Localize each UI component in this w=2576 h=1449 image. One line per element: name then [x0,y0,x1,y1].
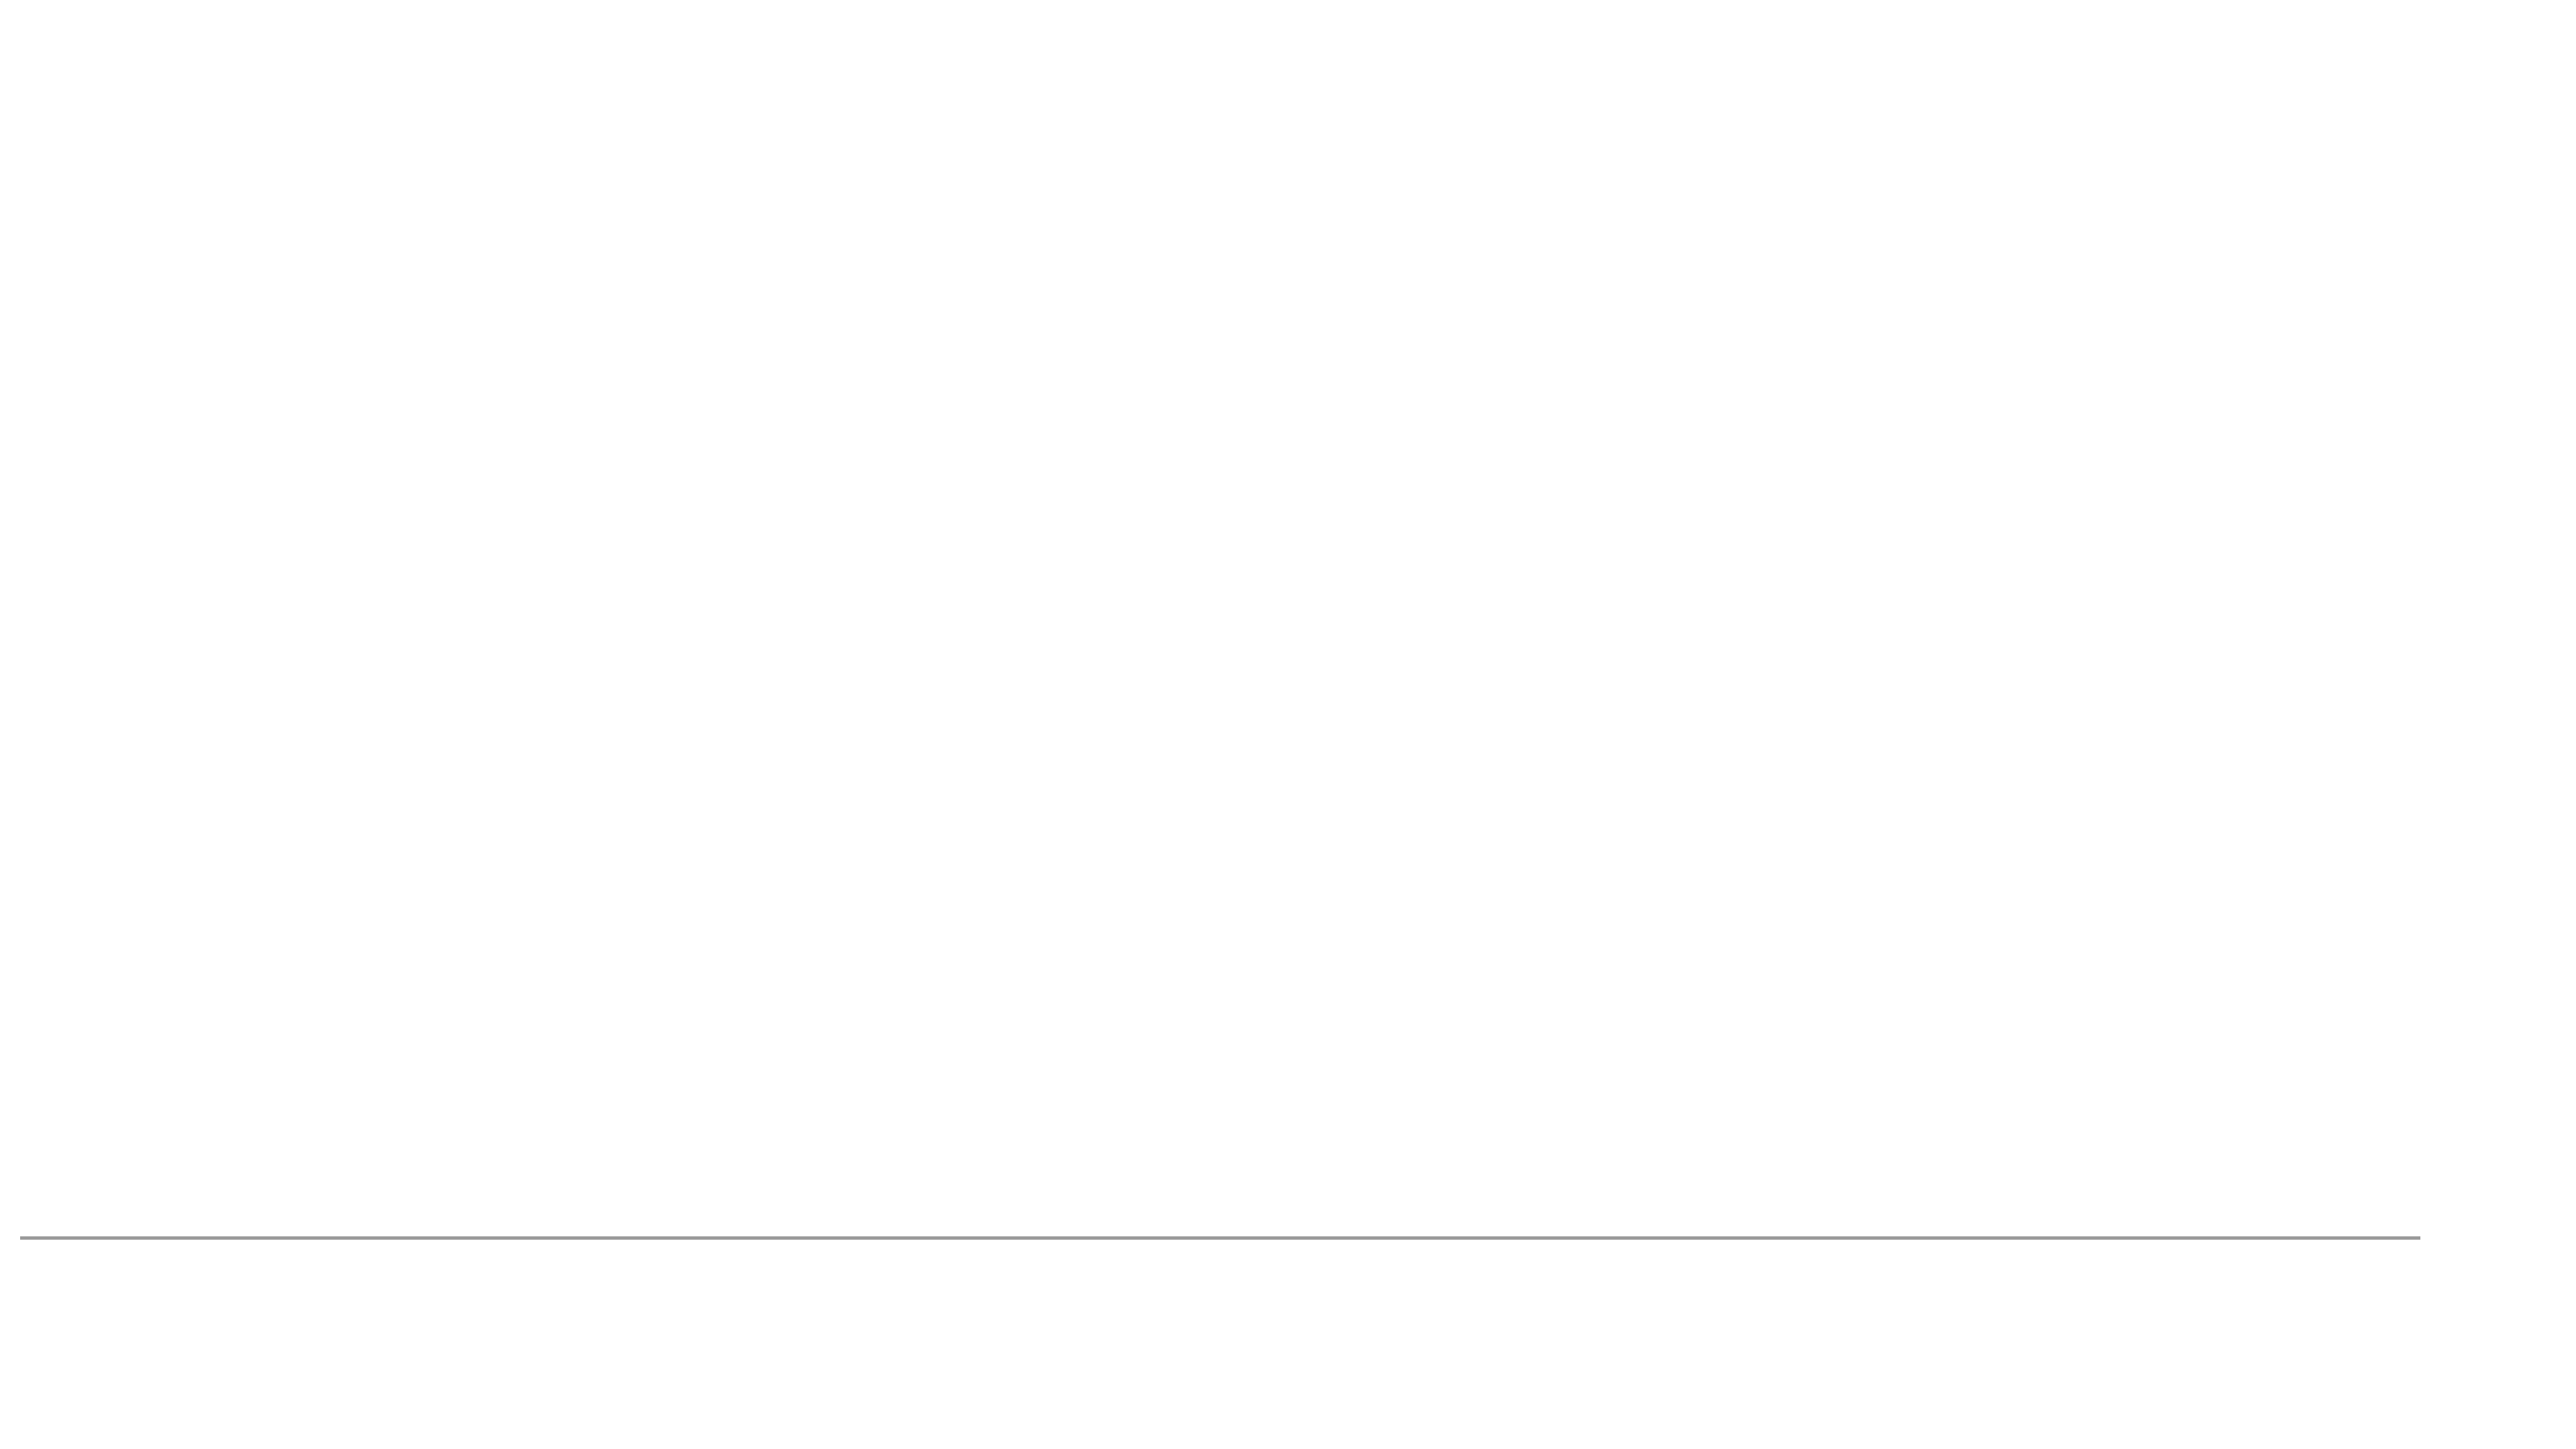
accumulation-marker-row [32,1150,2415,1191]
x-axis-line [20,1236,2420,1240]
plot-area [32,39,2415,1079]
series-overlay [32,39,2415,1079]
